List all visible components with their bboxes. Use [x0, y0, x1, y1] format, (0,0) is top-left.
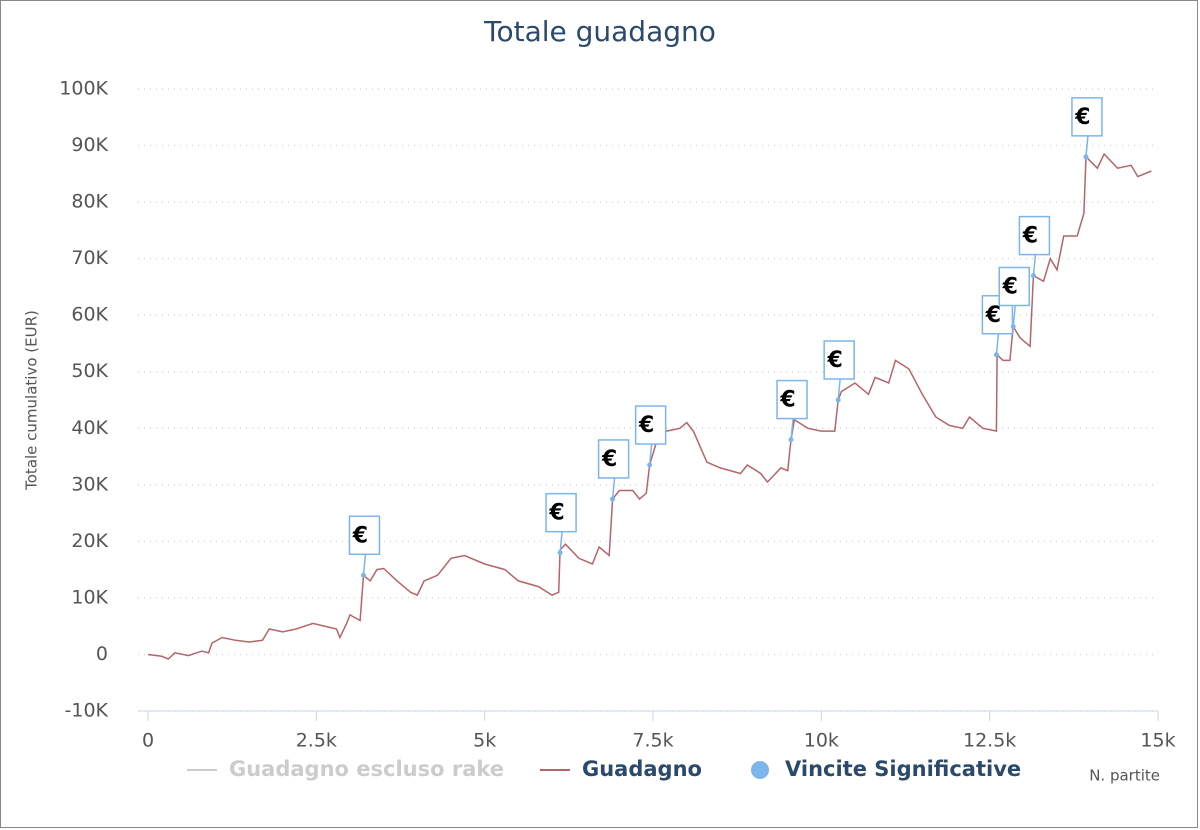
flag-connector	[790, 418, 794, 440]
flag-label: €	[827, 348, 843, 373]
flag-connector	[1032, 254, 1037, 276]
scatter-point	[1083, 154, 1089, 160]
flag-box	[776, 379, 808, 420]
flag-box	[1071, 97, 1103, 137]
flag-label: €	[352, 523, 368, 548]
scatter-point	[788, 437, 794, 443]
scatter-point	[835, 397, 841, 403]
x-tick-label: 2.5k	[296, 730, 337, 752]
legend-label[interactable]: Vincite Significative	[785, 757, 1021, 781]
y-tick-label: 50K	[71, 360, 108, 382]
flag-label: €	[779, 388, 795, 413]
y-tick-label: 0	[96, 643, 108, 665]
legend-label[interactable]: Guadagno escluso rake	[229, 757, 504, 781]
y-tick-label: 80K	[71, 191, 108, 213]
flag-label: €	[548, 501, 564, 526]
x-tick-label: 0	[142, 730, 154, 752]
series-line	[147, 152, 1152, 660]
flag-connector	[995, 333, 1000, 355]
flag-label: €	[601, 447, 617, 472]
scatter-point	[1010, 323, 1016, 329]
y-tick-label: 10K	[71, 586, 108, 608]
x-tick-label: 5k	[473, 730, 496, 752]
x-axis-label: N. partite	[1089, 767, 1160, 785]
y-tick-label: 20K	[71, 530, 108, 552]
x-tick-label: 12.5k	[963, 730, 1016, 752]
flag-connector	[362, 554, 367, 576]
flag-label: €	[1074, 105, 1090, 130]
flag-label: €	[985, 303, 1001, 328]
y-tick-label: -10K	[65, 700, 109, 722]
flag-box	[823, 340, 855, 380]
x-tick-label: 10k	[804, 730, 839, 752]
flag-label: €	[1022, 224, 1038, 249]
x-tick-label: 7.5k	[632, 730, 673, 752]
flag-box	[597, 439, 630, 479]
flag-connector	[648, 443, 653, 466]
scatter-point	[993, 352, 999, 358]
y-tick-label: 30K	[71, 473, 108, 495]
scatter-point	[647, 462, 653, 468]
x-tick-label: 15k	[1140, 730, 1175, 752]
flag-box	[1018, 215, 1051, 256]
y-axis-label: Totale cumulativo (EUR)	[23, 310, 41, 491]
y-tick-label: 90K	[71, 134, 108, 156]
y-tick-label: 70K	[71, 247, 108, 269]
legend-label[interactable]: Guadagno	[582, 757, 702, 781]
flag-box	[998, 266, 1030, 307]
flag-box	[634, 405, 667, 445]
flag-connector	[837, 378, 841, 401]
chart-title: Totale guadagno	[483, 15, 716, 48]
flag-box	[348, 515, 381, 556]
legend-symbol	[751, 761, 769, 779]
flag-connector	[559, 531, 563, 553]
flag-connector	[1012, 305, 1016, 327]
flag-connector	[611, 477, 616, 500]
flag-connector	[1085, 135, 1089, 157]
scatter-point	[1030, 273, 1036, 279]
flag-box	[545, 492, 577, 533]
y-tick-label: 60K	[71, 304, 108, 326]
scatter-point	[557, 550, 563, 556]
flag-label: €	[1002, 274, 1018, 299]
flag-label: €	[638, 413, 654, 438]
scatter-point	[610, 496, 616, 502]
y-tick-label: 100K	[59, 78, 108, 100]
scatter-point	[360, 572, 366, 578]
y-tick-label: 40K	[71, 417, 108, 439]
